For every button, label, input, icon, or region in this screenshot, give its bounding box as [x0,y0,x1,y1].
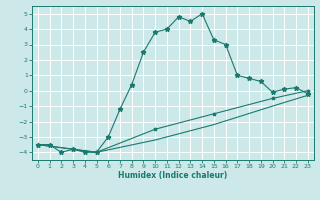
X-axis label: Humidex (Indice chaleur): Humidex (Indice chaleur) [118,171,228,180]
